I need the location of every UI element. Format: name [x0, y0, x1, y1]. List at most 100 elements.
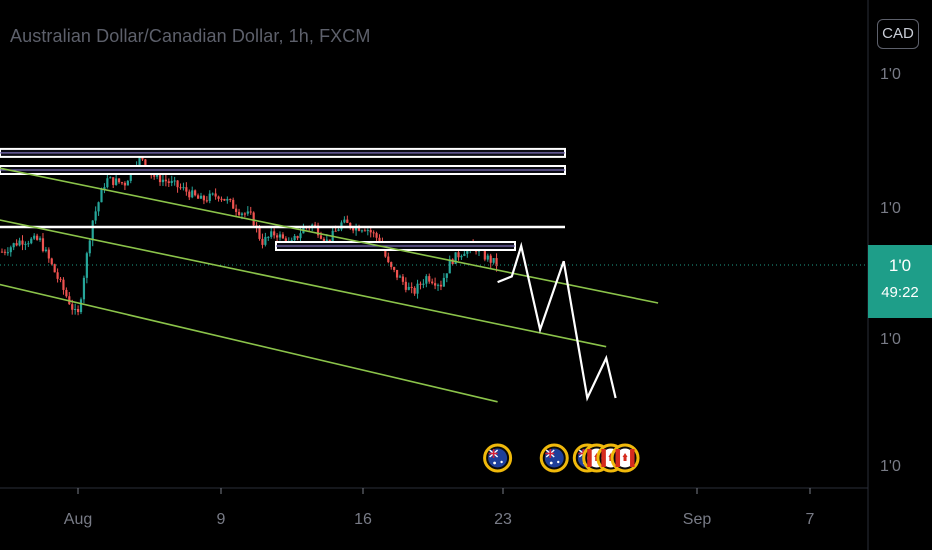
candle-body [273, 231, 276, 236]
candle-body [115, 178, 118, 185]
candle-body [176, 180, 179, 188]
candle-body [404, 281, 407, 290]
candle-body [489, 255, 492, 263]
candle-body [62, 279, 65, 290]
cad-flag-band [587, 449, 592, 467]
candle-body [235, 208, 238, 212]
candle-body [103, 187, 106, 190]
candle-body [243, 213, 246, 215]
candle-body [76, 309, 80, 313]
candle-body [112, 177, 115, 185]
candle-body [153, 175, 156, 177]
event-icons-layer [483, 443, 640, 473]
candle-body [436, 284, 440, 286]
candle-body [319, 235, 323, 239]
candle-body [275, 235, 279, 238]
candle-body [434, 283, 437, 286]
candle-body [164, 179, 167, 182]
candle-body [267, 236, 270, 238]
candle-body [38, 238, 42, 240]
candle-body [486, 255, 489, 260]
candle-body [33, 235, 36, 239]
aud-flag-star [549, 461, 553, 465]
candle-body [158, 173, 162, 183]
time-tick-label: 7 [806, 511, 815, 528]
candle-body [352, 227, 355, 231]
aud-flag-event-icon[interactable] [539, 443, 569, 473]
candle-body [27, 243, 30, 245]
candle-body [106, 178, 109, 188]
candle-body [360, 230, 364, 232]
candle-body [410, 286, 413, 288]
candle-body [217, 196, 220, 199]
candle-body [369, 230, 372, 233]
candle-body [6, 252, 9, 254]
candle-body [416, 283, 419, 294]
symbol-title[interactable]: Australian Dollar/Canadian Dollar, 1h, F… [10, 26, 371, 46]
candle-body [155, 173, 159, 177]
candle-body [91, 220, 94, 241]
currency-button[interactable]: CAD [877, 19, 919, 49]
bar-countdown: 49:22 [881, 284, 919, 301]
candle-body [483, 249, 486, 260]
candle-body [182, 187, 185, 189]
candle-body [419, 283, 422, 285]
candle-body [36, 235, 39, 240]
candle-body [363, 230, 366, 232]
candle-body [264, 236, 267, 245]
price-scale[interactable]: 1'0 1'0 1'0 1'0 [880, 66, 901, 475]
candle-body [278, 234, 282, 238]
candle-body [229, 199, 232, 201]
candle-body [208, 193, 211, 201]
candle-body [495, 258, 498, 267]
candle-body [322, 238, 326, 242]
candle-body [18, 240, 21, 246]
projection-path[interactable] [497, 241, 617, 402]
candle-body [448, 259, 451, 274]
candle-body [205, 200, 208, 202]
channel-line [0, 167, 659, 304]
price-tick-label: 1'0 [880, 331, 901, 348]
candle-body [439, 284, 443, 287]
candles-layer [0, 151, 498, 316]
candle-body [0, 251, 4, 253]
candle-body [492, 258, 495, 263]
candle-body [413, 287, 416, 294]
candle-body [223, 198, 226, 201]
candle-body [246, 211, 249, 214]
candle-body [375, 233, 378, 238]
candle-body [393, 267, 396, 270]
candle-body [460, 255, 463, 258]
candle-body [349, 222, 352, 228]
candle-body [334, 230, 337, 232]
candle-body [398, 276, 402, 278]
candle-body [366, 230, 369, 232]
candle-body [314, 224, 317, 226]
current-price-value: 1'0 [888, 256, 912, 275]
candle-body [354, 226, 358, 231]
candle-body [202, 195, 206, 201]
aud-flag-event-icon[interactable] [483, 443, 513, 473]
candle-body [343, 219, 346, 223]
candle-body [220, 198, 223, 200]
cad-flag-event-icon[interactable] [610, 443, 640, 473]
price-tick-label: 1'0 [880, 458, 901, 475]
candle-body [258, 226, 261, 239]
candle-body [9, 247, 12, 253]
candle-body [346, 219, 349, 223]
candle-body [249, 211, 252, 213]
candle-body [252, 212, 255, 226]
candle-body [53, 264, 56, 273]
time-tick-label: Aug [64, 511, 92, 528]
candle-body [232, 199, 235, 209]
channel-line [0, 283, 498, 403]
candle-body [47, 249, 50, 259]
time-scale[interactable]: Aug 9 16 23 Sep 7 [64, 488, 815, 528]
candle-body [100, 189, 103, 203]
candle-body [71, 304, 74, 310]
candle-body [372, 232, 375, 234]
maple-leaf [622, 453, 628, 461]
candle-body [129, 170, 132, 181]
candle-body [120, 182, 124, 184]
